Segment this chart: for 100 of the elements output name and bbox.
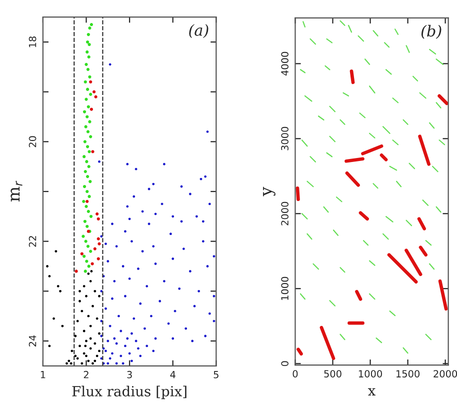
point [89, 280, 92, 282]
point [82, 200, 86, 204]
point [87, 264, 90, 268]
x-axis-title: x [368, 388, 376, 396]
point [68, 360, 70, 362]
y-tick-label: 22 [28, 236, 36, 247]
point [88, 180, 92, 184]
point [83, 140, 87, 144]
point [86, 130, 90, 134]
point [86, 224, 89, 228]
point [88, 75, 92, 78]
x-tick-label: 2 [84, 370, 88, 378]
point [85, 160, 88, 164]
point [89, 80, 92, 84]
y-tick-label: 24 [28, 335, 36, 346]
point [90, 23, 94, 26]
x-tick-label: 2000 [434, 370, 457, 378]
point [96, 217, 100, 220]
point [89, 250, 92, 253]
y-tick-label: 0 [281, 361, 288, 366]
point [86, 244, 90, 248]
point [96, 257, 100, 260]
point [94, 360, 96, 362]
point [80, 362, 84, 365]
x-tick-label: 1 [40, 371, 46, 378]
point [89, 135, 92, 138]
y-axis-title: y [263, 186, 276, 196]
annotation: (a) [189, 24, 208, 38]
point [86, 145, 90, 148]
point [56, 284, 60, 288]
point [86, 32, 90, 36]
point [84, 240, 88, 243]
point [91, 150, 94, 154]
point [88, 26, 92, 30]
y-tick-label: 4000 [281, 52, 288, 76]
annotation: (b) [421, 24, 442, 39]
point [84, 62, 88, 66]
point [82, 110, 86, 114]
point [88, 150, 91, 154]
point [84, 270, 87, 273]
y-tick-label: 3000 [281, 126, 288, 150]
point [88, 194, 91, 198]
point [83, 220, 87, 223]
point [87, 55, 90, 59]
point [86, 200, 89, 204]
point [82, 284, 86, 288]
point [76, 320, 79, 322]
point [88, 42, 91, 46]
point [80, 252, 84, 256]
x-tick-label: 5 [214, 371, 218, 378]
y-tick-label: 2000 [281, 202, 288, 226]
point [87, 360, 90, 362]
point [87, 165, 90, 168]
point [70, 362, 72, 365]
point [84, 125, 88, 128]
point [84, 98, 88, 101]
x-tick-label: 4 [170, 371, 176, 378]
point [94, 95, 98, 98]
point [86, 88, 90, 91]
y-tick-label: 18 [28, 36, 36, 48]
point [82, 184, 86, 188]
point [90, 262, 94, 266]
point [84, 204, 88, 208]
point [82, 254, 86, 258]
point [86, 68, 90, 71]
point [82, 155, 86, 158]
point [94, 290, 96, 292]
point [92, 90, 96, 94]
x-tick-label: 3 [127, 370, 132, 378]
x-tick-label: 1000 [358, 370, 382, 378]
point [86, 50, 89, 54]
point [89, 92, 92, 96]
point [86, 40, 90, 44]
point [86, 105, 90, 108]
point [88, 120, 92, 124]
x-tick-label: 0 [292, 370, 298, 378]
point [85, 260, 88, 263]
point [84, 80, 87, 84]
point [74, 270, 78, 273]
point [86, 210, 90, 213]
point [86, 174, 90, 178]
x-tick-label: 500 [324, 370, 342, 378]
point [82, 234, 85, 238]
point [96, 212, 99, 216]
point [86, 115, 89, 118]
point [93, 247, 96, 250]
point [90, 108, 94, 111]
point [82, 352, 86, 355]
y-axis-title: m$_{r}$ [10, 180, 22, 202]
point [76, 357, 79, 360]
y-tick-label: 20 [28, 136, 36, 148]
y-tick-label: 1000 [281, 276, 288, 300]
point [98, 242, 101, 246]
point [84, 344, 87, 348]
point [86, 190, 89, 194]
point [89, 214, 93, 218]
x-axis-title: Flux radius [pix] [72, 386, 186, 400]
point [96, 237, 100, 240]
x-tick-label: 1500 [396, 370, 420, 378]
point [84, 170, 87, 174]
